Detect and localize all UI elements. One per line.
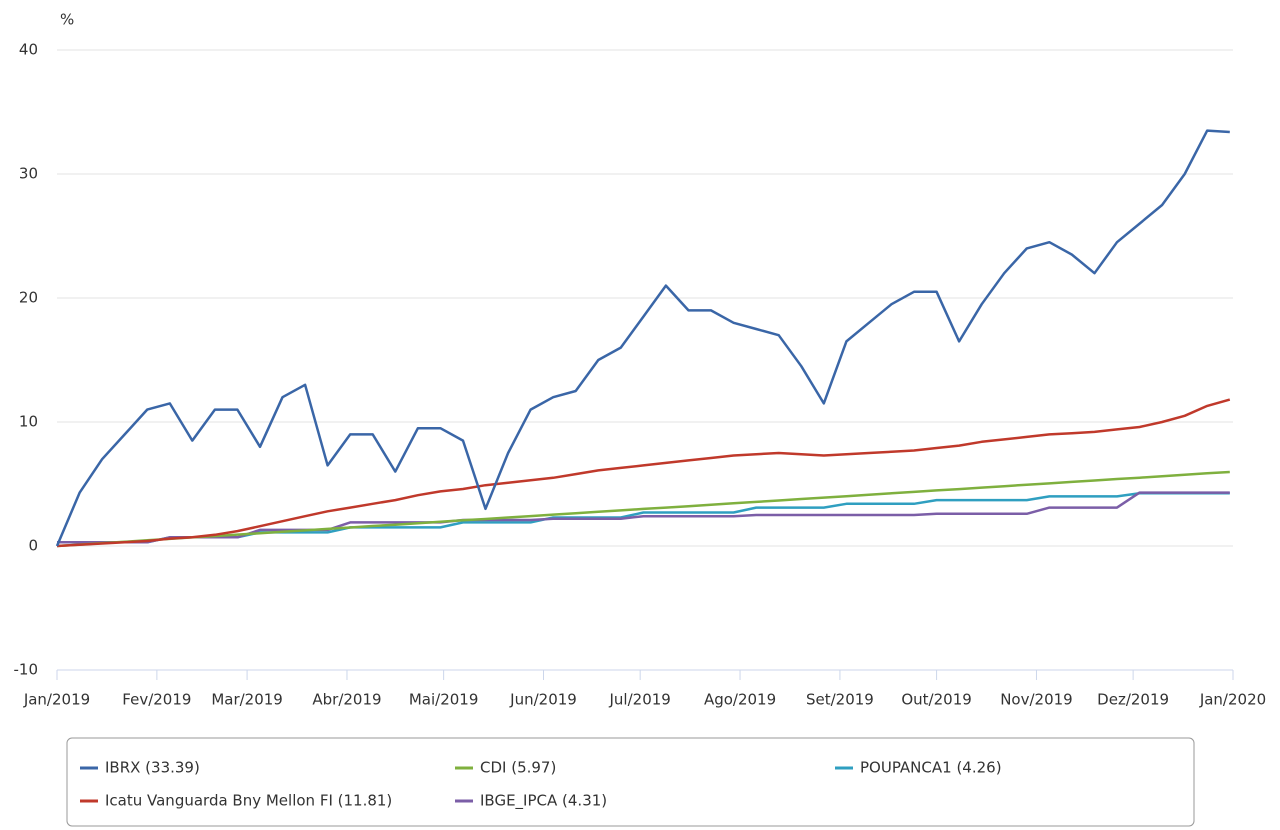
series-line [57,491,1230,544]
x-tick-label: Set/2019 [806,691,874,709]
x-tick-label: Jan/2020 [1199,691,1266,709]
y-tick-label: 20 [19,289,38,307]
x-tick-label: Fev/2019 [122,691,191,709]
legend-label: IBGE_IPCA (4.31) [480,792,607,811]
legend-label: CDI (5.97) [480,759,556,777]
series-line [56,470,1230,548]
y-tick-label: 0 [28,537,38,555]
series-line [55,129,1230,547]
legend-label: IBRX (33.39) [105,759,200,777]
legend-box [66,737,1195,827]
x-tick-label: Ago/2019 [704,691,776,709]
y-tick-label: 30 [19,165,38,183]
x-tick-label: Jul/2019 [609,691,671,709]
y-tick-label: 40 [19,41,38,59]
x-tick-label: Dez/2019 [1097,691,1169,709]
x-tick-label: Jun/2019 [509,691,577,709]
x-tick-label: Mar/2019 [211,691,283,709]
x-tick-label: Jan/2019 [23,691,90,709]
x-tick-label: Out/2019 [901,691,971,709]
x-tick-label: Nov/2019 [1000,691,1073,709]
y-tick-label: 10 [19,413,38,431]
legend-label: Icatu Vanguarda Bny Mellon FI (11.81) [105,792,392,810]
x-tick-label: Mai/2019 [409,691,479,709]
x-tick-label: Abr/2019 [312,691,381,709]
legend-label: POUPANCA1 (4.26) [860,759,1002,777]
series-line [56,398,1231,548]
y-axis-label: % [60,11,74,29]
y-tick-label: -10 [14,661,39,679]
